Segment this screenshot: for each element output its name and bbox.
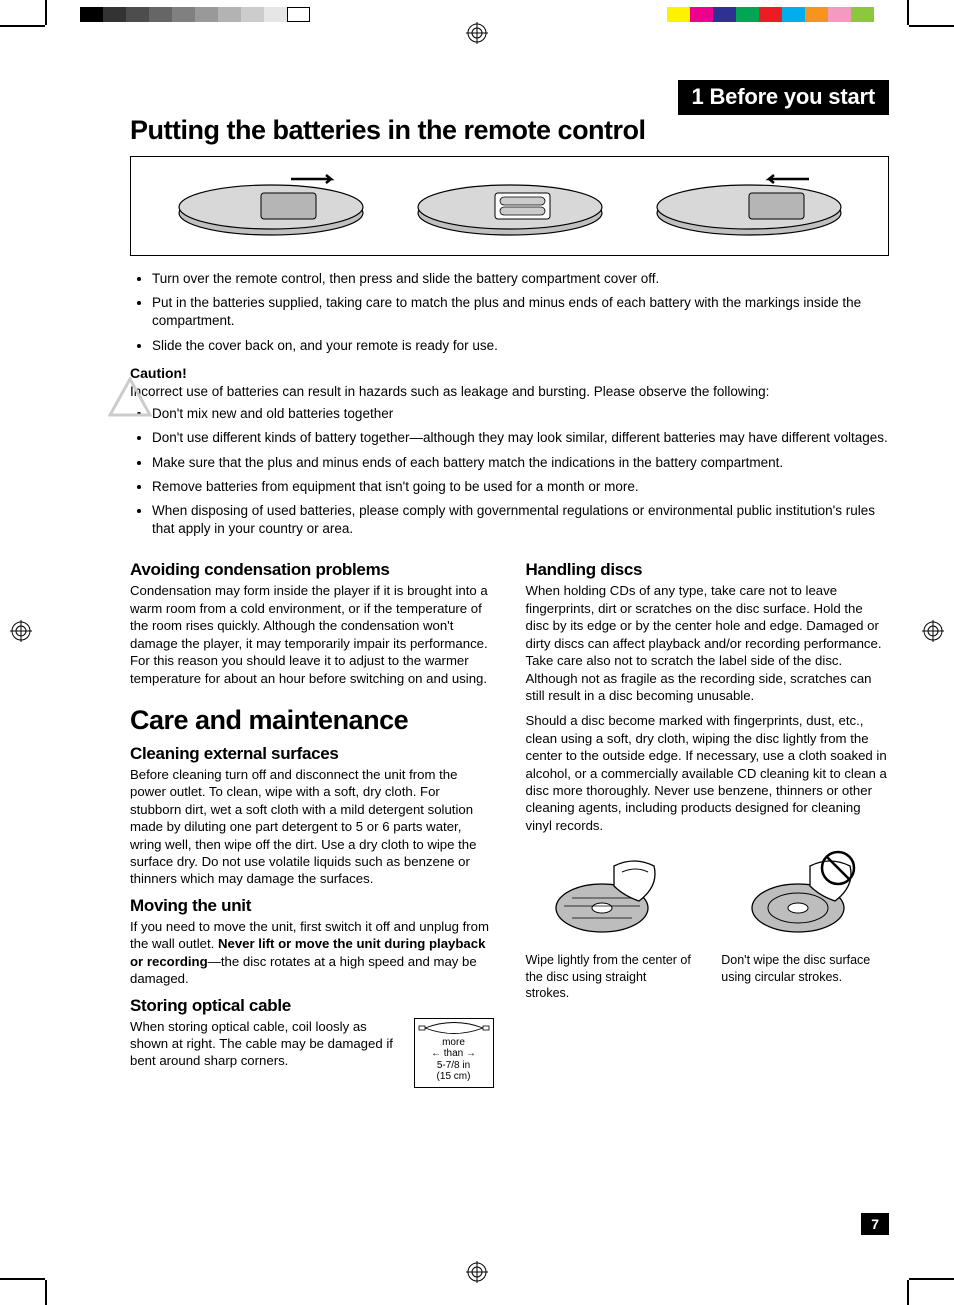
list-item: Don't mix new and old batteries together <box>152 405 889 423</box>
grayscale-calibration-bar <box>80 7 310 22</box>
crop-mark <box>0 1278 45 1280</box>
remote-step1-icon <box>171 171 371 241</box>
crop-mark <box>45 1280 47 1305</box>
chapter-label: 1 Before you start <box>678 80 889 115</box>
list-item: Slide the cover back on, and your remote… <box>152 337 889 355</box>
coil-label: ← than → <box>417 1048 491 1060</box>
list-item: Remove batteries from equipment that isn… <box>152 478 889 496</box>
registration-mark-icon <box>466 22 488 44</box>
manual-page: 1 Before you start Putting the batteries… <box>0 0 954 1305</box>
disc-wipe-wrong-caption: Don't wipe the disc surface using circul… <box>721 952 889 985</box>
page-content: 1 Before you start Putting the batteries… <box>130 80 889 1088</box>
para-condensation: Condensation may form inside the player … <box>130 582 494 687</box>
coil-label-than: than <box>444 1048 463 1059</box>
registration-mark-icon <box>922 620 944 642</box>
page-number: 7 <box>861 1213 889 1235</box>
registration-mark-icon <box>10 620 32 642</box>
caution-heading: Caution! <box>130 365 889 381</box>
coil-label: (15 cm) <box>417 1071 491 1083</box>
disc-wipe-correct: Wipe lightly from the center of the disc… <box>526 846 694 1001</box>
disc-wipe-correct-caption: Wipe lightly from the center of the disc… <box>526 952 694 1001</box>
list-item: When disposing of used batteries, please… <box>152 502 889 538</box>
list-item: Make sure that the plus and minus ends o… <box>152 454 889 472</box>
crop-mark <box>907 0 909 25</box>
disc-wipe-wrong-icon <box>721 846 889 946</box>
crop-mark <box>909 25 954 27</box>
disc-wipe-wrong: Don't wipe the disc surface using circul… <box>721 846 889 1001</box>
coil-label: more <box>417 1037 491 1049</box>
remote-step2-icon <box>410 171 610 241</box>
list-item: Put in the batteries supplied, taking ca… <box>152 294 889 330</box>
battery-steps-list: Turn over the remote control, then press… <box>130 270 889 355</box>
caution-list: Don't mix new and old batteries together… <box>130 405 889 538</box>
para-handling-2: Should a disc become marked with fingerp… <box>526 712 890 834</box>
heading-condensation: Avoiding condensation problems <box>130 560 494 580</box>
right-column: Handling discs When holding CDs of any t… <box>526 552 890 1087</box>
section-heading-batteries: Putting the batteries in the remote cont… <box>130 115 889 146</box>
heading-handling: Handling discs <box>526 560 890 580</box>
crop-mark <box>45 0 47 25</box>
heading-cleaning: Cleaning external surfaces <box>130 744 494 764</box>
section-heading-care: Care and maintenance <box>130 705 494 736</box>
left-column: Avoiding condensation problems Condensat… <box>130 552 494 1087</box>
coil-label: 5-7/8 in <box>417 1060 491 1072</box>
list-item: Turn over the remote control, then press… <box>152 270 889 288</box>
crop-mark <box>907 1280 909 1305</box>
cable-coil-diagram: more ← than → 5-7/8 in (15 cm) <box>414 1018 494 1088</box>
caution-intro: Incorrect use of batteries can result in… <box>130 383 889 401</box>
para-optical: When storing optical cable, coil loosly … <box>130 1018 404 1070</box>
heading-moving: Moving the unit <box>130 896 494 916</box>
crop-mark <box>0 25 45 27</box>
para-handling-1: When holding CDs of any type, take care … <box>526 582 890 704</box>
list-item: Don't use different kinds of battery tog… <box>152 429 889 447</box>
crop-mark <box>909 1278 954 1280</box>
heading-optical: Storing optical cable <box>130 996 494 1016</box>
caution-triangle-icon <box>108 377 152 422</box>
registration-mark-icon <box>466 1261 488 1283</box>
disc-wipe-correct-icon <box>526 846 694 946</box>
remote-step3-icon <box>649 171 849 241</box>
para-moving: If you need to move the unit, first swit… <box>130 918 494 988</box>
color-calibration-bar <box>667 7 874 22</box>
remote-illustration-box <box>130 156 889 256</box>
para-cleaning: Before cleaning turn off and disconnect … <box>130 766 494 888</box>
